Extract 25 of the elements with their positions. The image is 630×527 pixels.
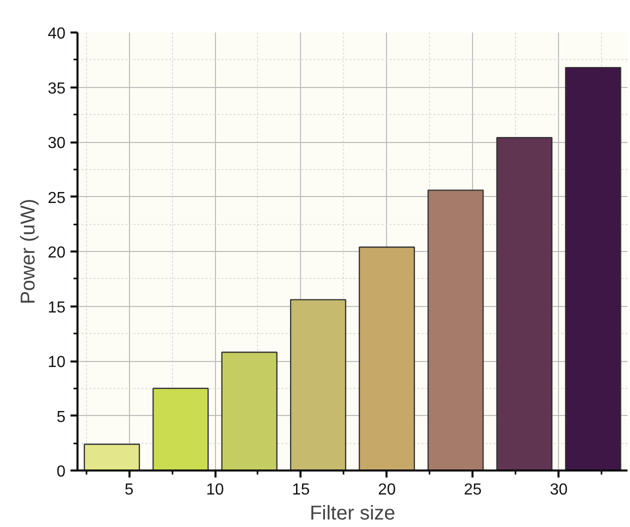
y-tick-label: 20 (48, 244, 66, 262)
bar (84, 444, 140, 470)
bar (565, 66, 622, 470)
y-tick-label: 10 (48, 354, 66, 371)
x-tick-label: 10 (206, 482, 224, 498)
bar (290, 299, 346, 470)
x-axis-title: Filter size (310, 502, 396, 524)
y-tick-label: 35 (48, 80, 66, 98)
bar (358, 246, 415, 470)
bar (152, 388, 209, 470)
bar (496, 137, 552, 470)
x-tick-label: 30 (550, 482, 568, 498)
y-tick-label: 0 (56, 464, 66, 480)
bar (428, 190, 484, 470)
bar (221, 352, 278, 470)
y-tick-label: 25 (48, 190, 66, 207)
y-tick-label: 15 (48, 299, 66, 316)
x-tick-label: 5 (124, 482, 134, 498)
y-tick-label: 40 (48, 26, 66, 42)
y-tick-label: 5 (56, 408, 66, 426)
x-tick-label: 20 (378, 482, 396, 498)
x-tick-label: 15 (292, 482, 310, 498)
x-tick-label: 25 (464, 482, 482, 498)
y-axis-title: Power (uW) (18, 198, 40, 304)
y-tick-label: 30 (48, 135, 66, 152)
